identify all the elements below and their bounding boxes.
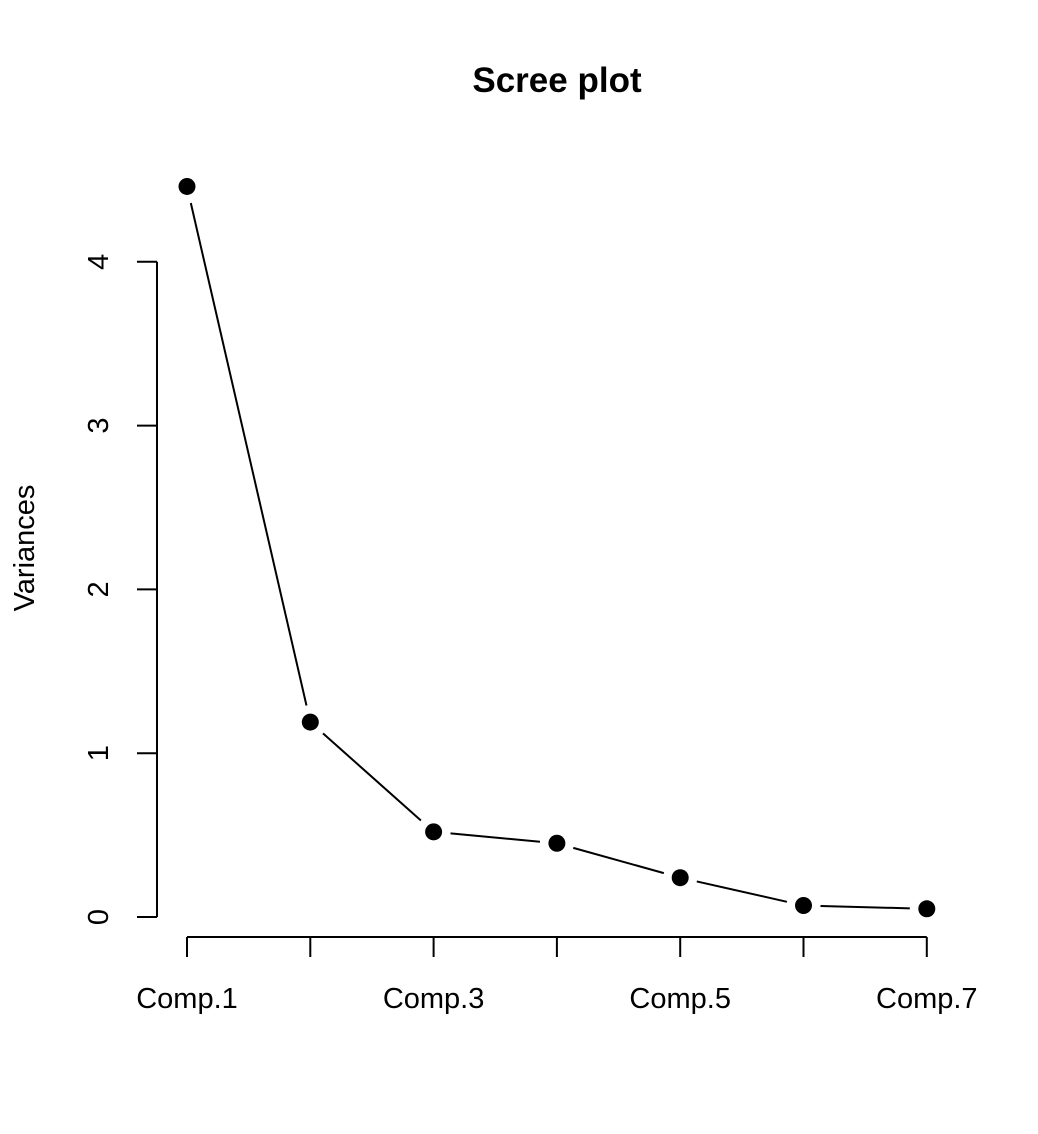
x-tick-label: Comp.7 [876,983,978,1015]
data-point [178,177,196,195]
y-tick-label: 1 [83,745,115,761]
chart-title: Scree plot [472,61,642,100]
y-axis-label: Variances [9,485,41,612]
y-axis: 0 1 2 3 4 [83,254,158,925]
x-axis: Comp.1 Comp.3 Comp.5 Comp.7 [136,936,978,1015]
series-segment [696,880,788,903]
series-segment [450,832,541,843]
data-point [795,897,812,915]
y-tick-label: 3 [83,418,115,434]
series-segment [820,904,910,910]
x-tick-label: Comp.3 [383,983,485,1015]
data-point [671,869,689,887]
y-tick-label: 2 [83,581,115,597]
data-point [918,900,936,918]
x-tick-label: Comp.1 [136,983,238,1015]
series-segment [322,732,422,822]
series-line [178,177,936,918]
series-segment [573,846,665,875]
y-tick-label: 0 [83,909,115,925]
data-point [548,834,566,852]
y-tick-label: 4 [83,254,115,270]
data-point [301,713,319,731]
data-point [425,823,443,841]
x-tick-label: Comp.5 [629,983,731,1015]
series-segment [189,202,308,706]
